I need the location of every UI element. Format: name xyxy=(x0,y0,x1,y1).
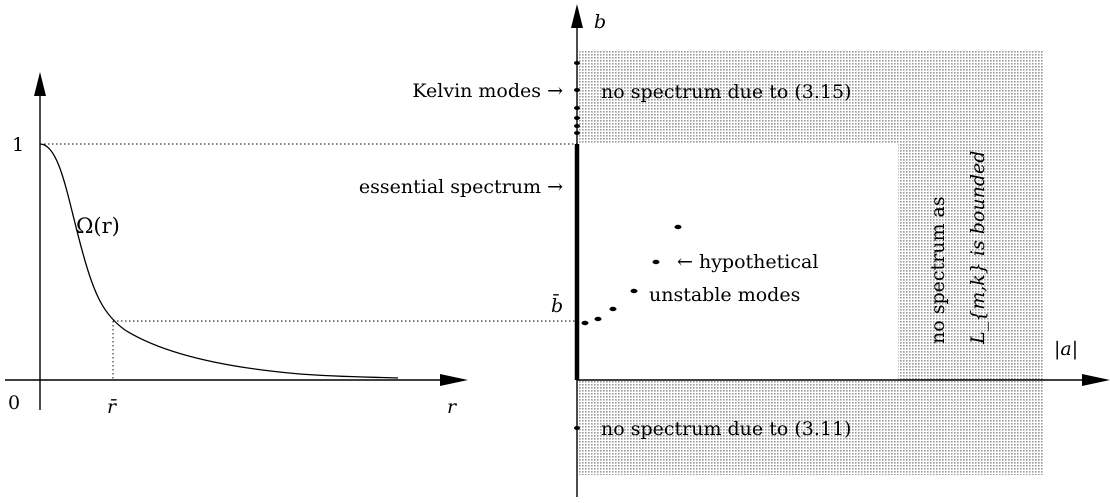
right-plot: b |a| b̄ Kelvin modes → essential spectr… xyxy=(359,4,1110,497)
unstable-mode-dot xyxy=(609,306,617,312)
kelvin-mode-dot xyxy=(574,131,580,135)
rbar-tick-label: r̄ xyxy=(107,396,118,418)
omega-curve xyxy=(39,143,399,379)
unstable-mode-dot xyxy=(594,316,602,322)
top-region-label: no spectrum due to (3.15) xyxy=(601,81,851,103)
kelvin-modes xyxy=(574,61,580,135)
region-bottom-shaded xyxy=(578,380,1043,475)
unstable-mode-dot xyxy=(652,259,660,265)
kelvin-mode-dot xyxy=(574,124,580,128)
hypothetical-unstable-modes xyxy=(581,224,682,326)
abs-a-axis-label: |a| xyxy=(1054,338,1078,360)
kelvin-mode-dot xyxy=(574,61,580,65)
tick-one-label: 1 xyxy=(12,134,24,156)
bottom-region-label: no spectrum due to (3.11) xyxy=(601,418,851,440)
omega-curve-label: Ω(r) xyxy=(76,214,120,238)
hypothetical-label-line2: unstable modes xyxy=(649,284,800,306)
left-x-arrowhead xyxy=(440,374,468,386)
kelvin-mode-dot xyxy=(574,116,580,120)
left-x-axis-label: r xyxy=(447,396,458,418)
region-right-shaded xyxy=(898,144,1043,380)
lower-mode-dot xyxy=(574,426,580,430)
right-y-arrowhead xyxy=(571,4,583,28)
unstable-mode-dot xyxy=(630,288,638,294)
origin-label: 0 xyxy=(8,392,20,414)
b-axis-label: b xyxy=(594,11,606,33)
hypothetical-label-line1: ← hypothetical xyxy=(677,251,818,273)
essential-spectrum-label: essential spectrum → xyxy=(359,176,563,198)
left-y-arrowhead xyxy=(34,72,46,96)
unstable-mode-dot xyxy=(581,320,589,326)
right-x-arrowhead xyxy=(1082,374,1110,386)
right-region-label-line1: no spectrum as xyxy=(927,196,949,344)
right-region-label-line2: L_{m,k} is bounded xyxy=(967,151,989,345)
bbar-label: b̄ xyxy=(551,293,563,317)
kelvin-mode-dot xyxy=(574,106,580,110)
unstable-mode-dot xyxy=(674,224,682,230)
left-plot: 1 0 Ω(r) r̄ r xyxy=(5,72,577,418)
kelvin-mode-dot xyxy=(574,88,580,92)
kelvin-modes-label: Kelvin modes → xyxy=(412,80,563,102)
region-top-shaded xyxy=(578,50,1043,144)
